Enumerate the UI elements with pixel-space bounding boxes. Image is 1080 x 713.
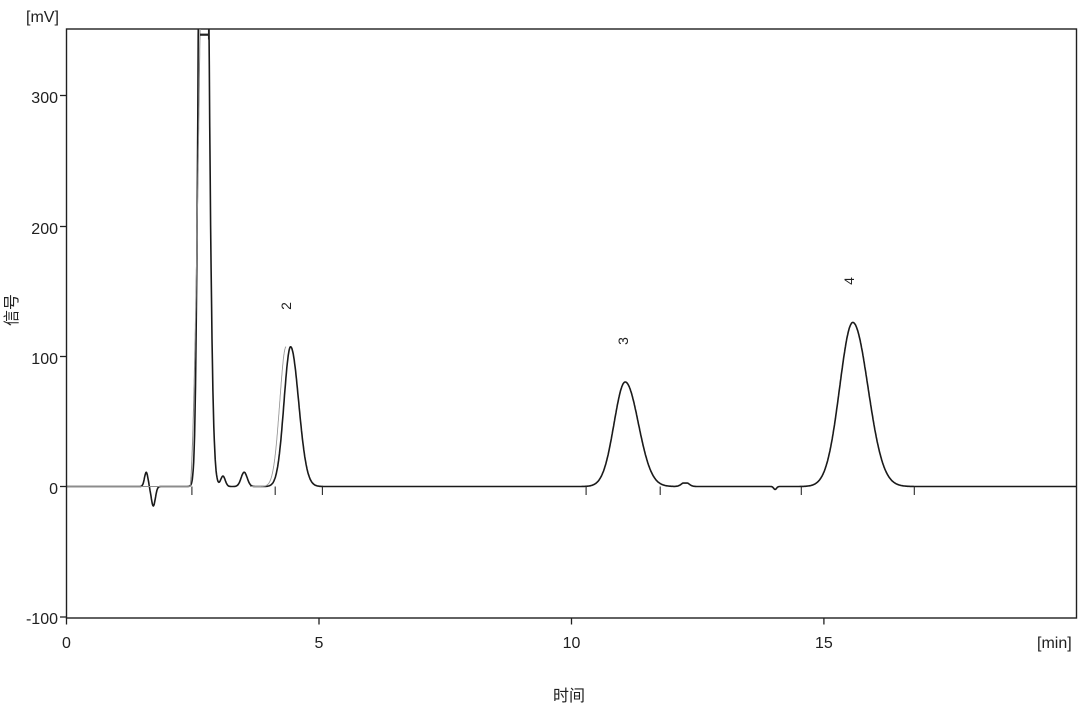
svg-text:4: 4 (841, 277, 857, 285)
svg-text:10: 10 (563, 635, 581, 652)
svg-text:[mV]: [mV] (26, 9, 59, 26)
svg-text:0: 0 (49, 481, 58, 498)
svg-text:15: 15 (815, 635, 833, 652)
svg-text:-100: -100 (26, 611, 58, 628)
svg-text:2: 2 (278, 302, 294, 310)
svg-text:信号: 信号 (3, 294, 21, 326)
svg-text:[min]: [min] (1037, 635, 1072, 652)
svg-text:100: 100 (31, 351, 58, 368)
svg-text:3: 3 (615, 337, 631, 345)
svg-text:300: 300 (31, 90, 58, 107)
svg-text:5: 5 (315, 635, 324, 652)
svg-text:200: 200 (31, 221, 58, 238)
svg-text:0: 0 (62, 635, 71, 652)
svg-text:时间: 时间 (553, 687, 585, 705)
